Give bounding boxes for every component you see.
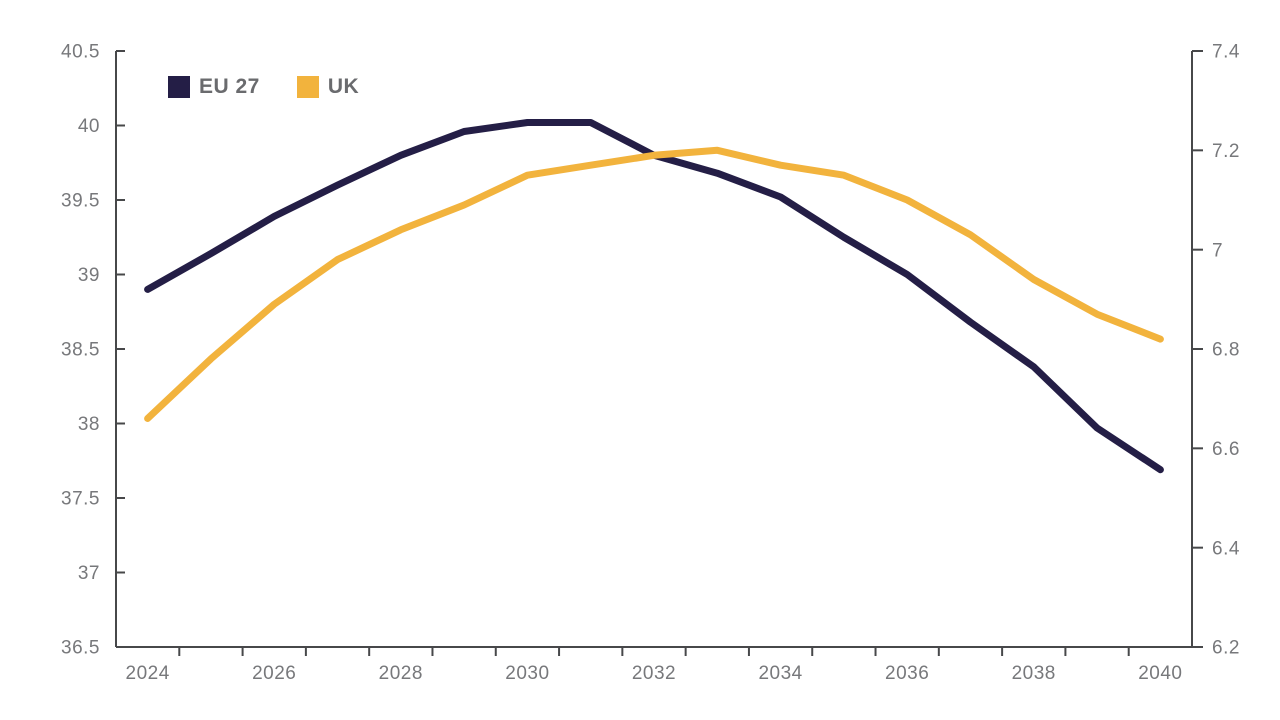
left-axis-tick-label: 39.5 [61,191,100,212]
uk-swatch-icon [296,76,319,98]
right-axis-tick-label: 6.8 [1212,340,1240,361]
left-axis-tick-label: 40.5 [61,42,100,63]
right-axis-tick-label: 7 [1212,240,1223,261]
x-axis-tick-label: 2030 [505,663,549,684]
left-axis-tick-label: 37 [78,563,100,584]
left-axis-tick-label: 39 [78,265,100,286]
left-axis-tick-label: 38.5 [61,340,100,361]
right-axis-tick-label: 6.2 [1212,638,1240,659]
right-axis-tick-label: 7.4 [1212,42,1240,63]
left-axis-tick-label: 38 [78,414,100,435]
legend-item-eu27: EU 27 [168,75,260,99]
right-axis-tick-label: 6.4 [1212,538,1240,559]
x-axis-tick-label: 2036 [885,663,929,684]
x-axis-tick-label: 2028 [379,663,423,684]
x-axis-tick-label: 2038 [1012,663,1056,684]
legend-label-uk: UK [327,75,360,98]
legend: EU 27 UK [168,75,359,99]
x-axis-tick-label: 2024 [126,663,170,684]
uk-line [144,146,1164,422]
eu27-swatch-icon [168,76,190,98]
right-axis-tick-label: 6.6 [1212,439,1240,460]
right-axis-tick-label: 7.2 [1212,141,1240,162]
legend-item-uk: UK [296,75,360,99]
left-axis-tick-label: 40 [78,116,100,137]
x-axis-tick-label: 2034 [758,663,802,684]
x-axis-tick-label: 2032 [632,663,676,684]
left-axis-tick-label: 37.5 [61,489,100,510]
x-axis-tick-label: 2040 [1138,663,1182,684]
legend-label-eu27: EU 27 [199,75,260,98]
x-axis-tick-label: 2026 [252,663,296,684]
eu-27-line [144,119,1164,474]
left-axis-tick-label: 36.5 [61,638,100,659]
